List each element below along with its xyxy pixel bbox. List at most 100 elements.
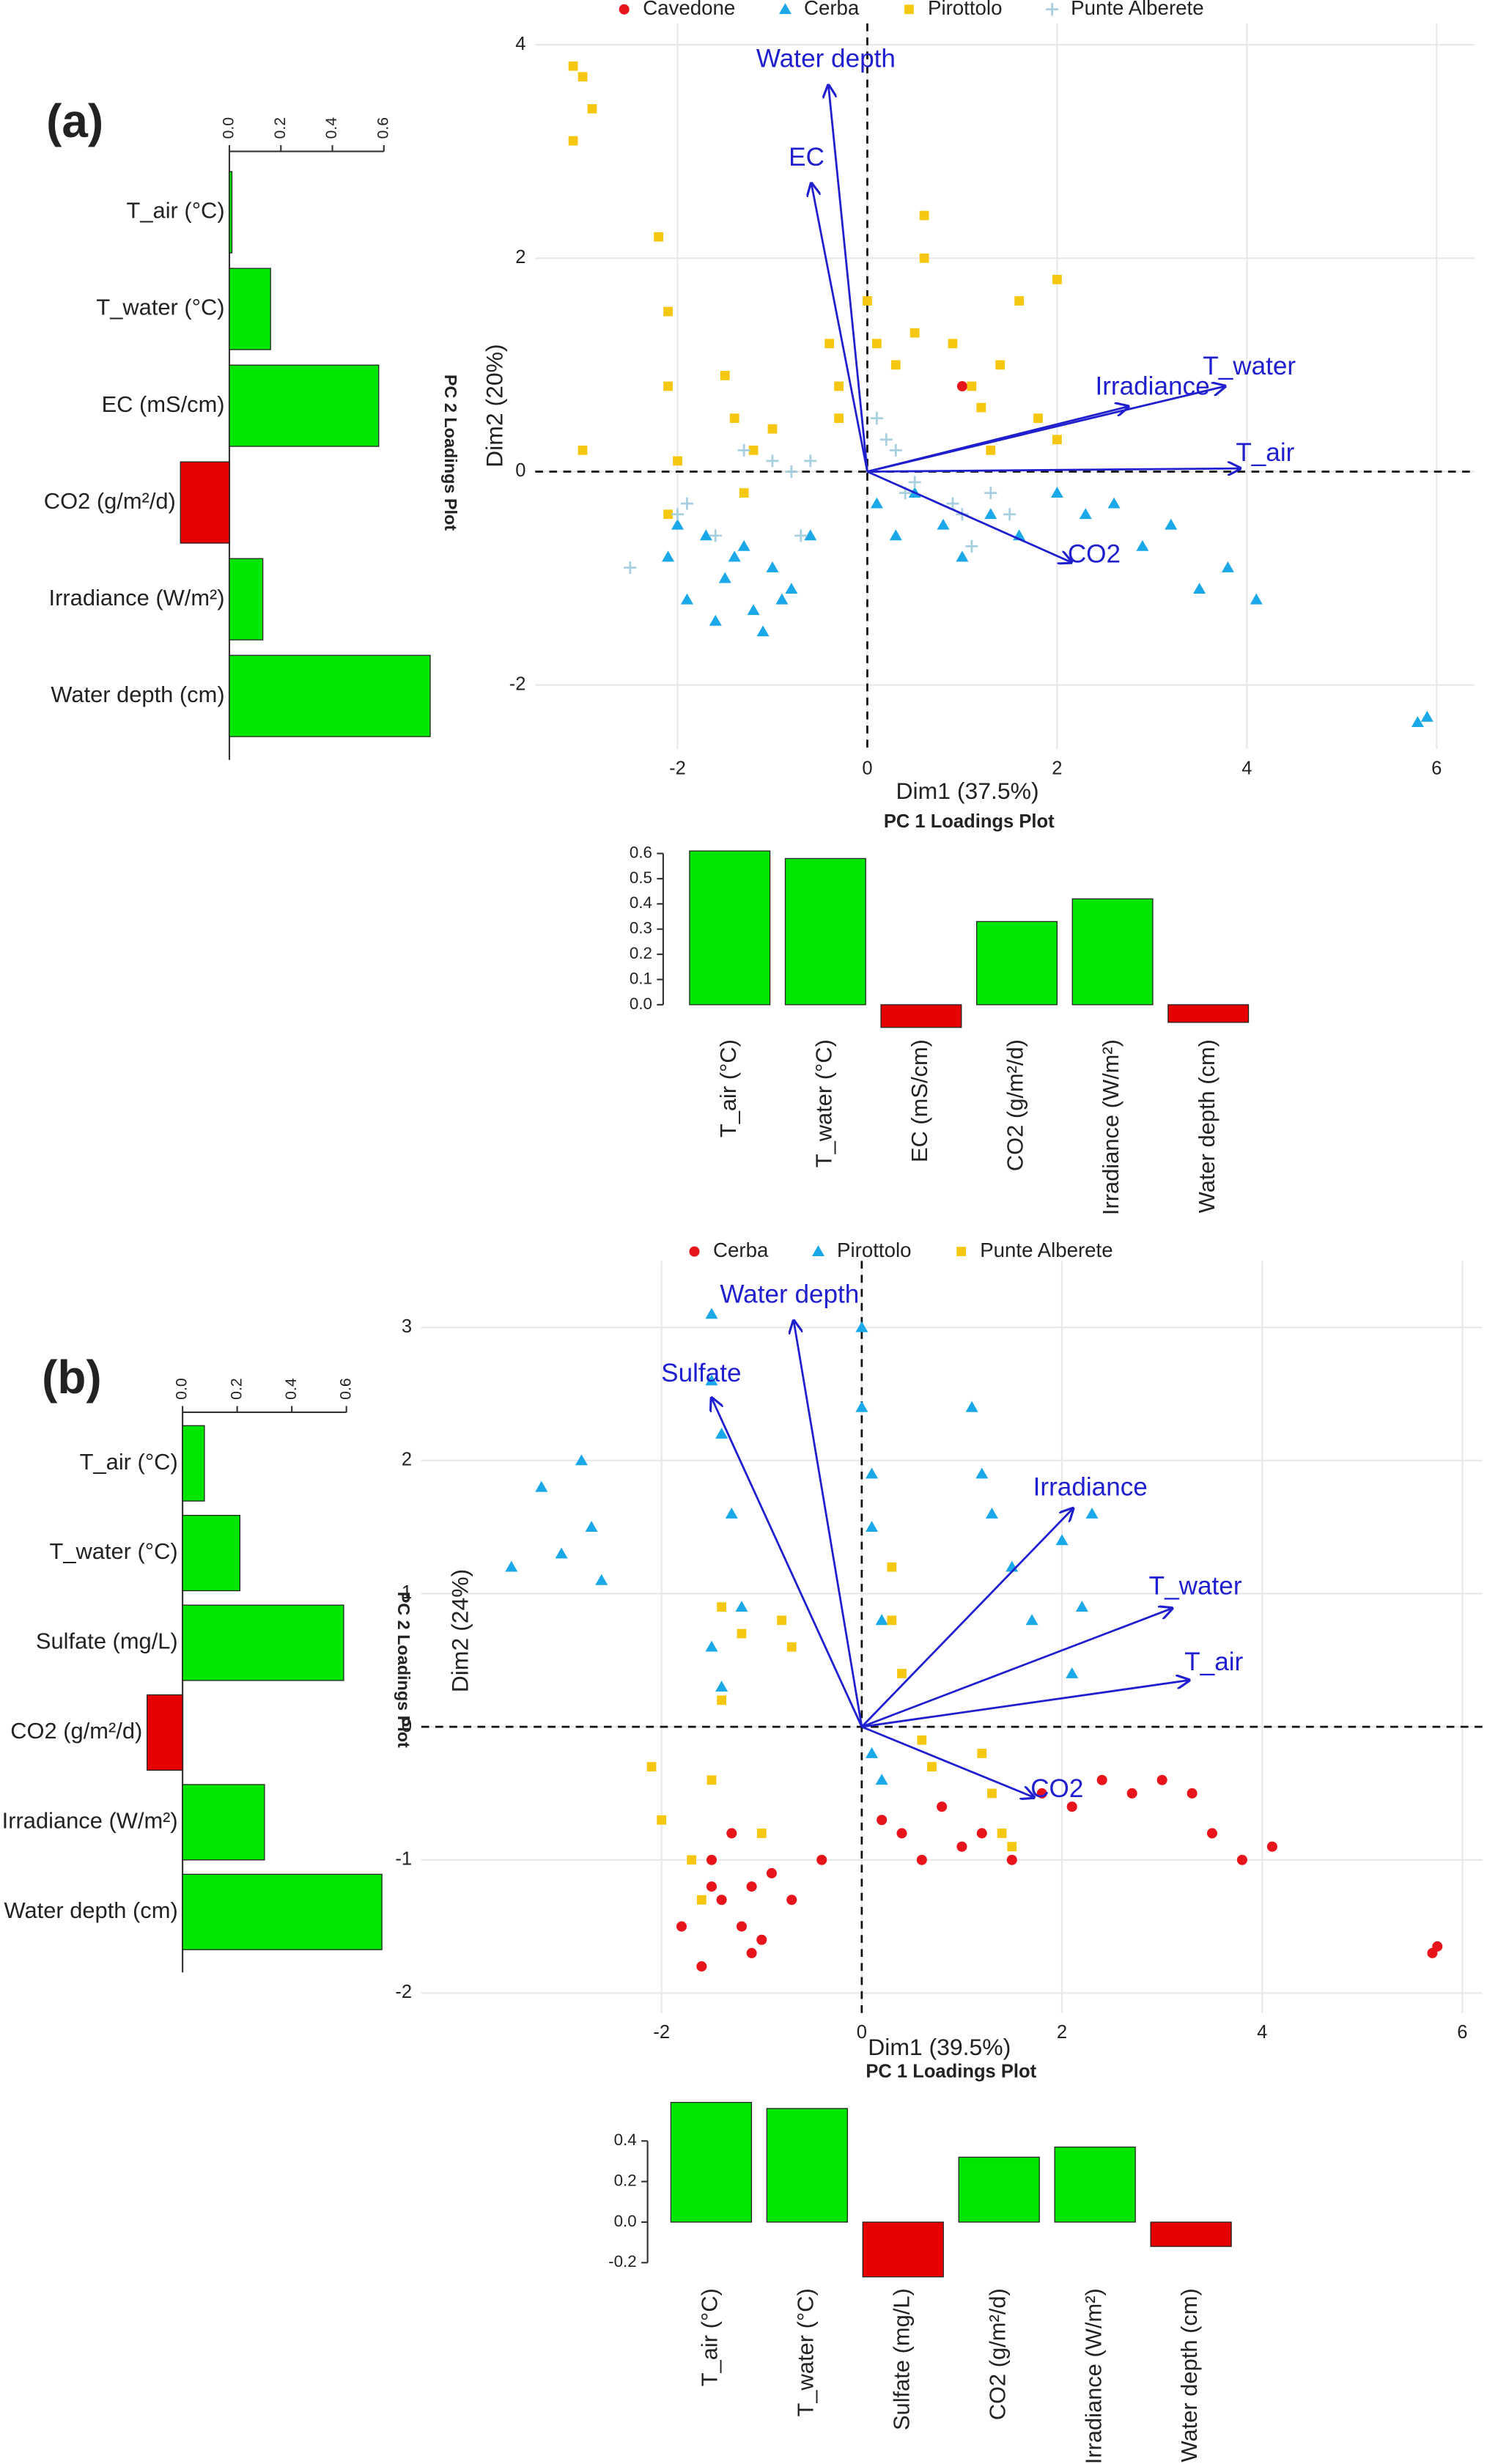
bar <box>1167 1004 1250 1023</box>
legend-label: Pirottolo <box>928 0 1002 19</box>
point <box>595 1574 608 1585</box>
point <box>834 381 844 391</box>
legend-label: Cerba <box>713 1239 769 1261</box>
point <box>786 1895 797 1906</box>
category-label: EC (mS/cm) <box>102 391 225 417</box>
point <box>834 413 844 424</box>
point <box>746 1881 757 1892</box>
point <box>1266 1841 1277 1852</box>
point <box>720 371 730 380</box>
x-tick-label: 6 <box>1431 758 1442 778</box>
point <box>747 604 760 616</box>
legend-symbol <box>811 1245 825 1257</box>
point <box>1066 1667 1079 1678</box>
point <box>1066 1801 1077 1812</box>
point <box>919 210 929 221</box>
point <box>657 1815 667 1825</box>
x-tick-label: 0.2 <box>271 117 289 139</box>
point <box>705 1640 718 1652</box>
point <box>673 456 682 466</box>
y-tick-label: 0.5 <box>630 868 652 887</box>
y-tick-label: 2 <box>515 247 525 268</box>
bar <box>229 558 264 641</box>
point <box>739 488 749 498</box>
category-label: Irradiance (W/m²) <box>49 585 225 611</box>
point <box>748 445 759 455</box>
arrow-label: T_air <box>1184 1648 1243 1676</box>
bar <box>229 654 431 737</box>
point <box>1187 1788 1198 1799</box>
point <box>705 1374 718 1386</box>
point <box>890 360 901 370</box>
point <box>1079 508 1092 520</box>
category-label: Water depth (cm) <box>51 682 224 707</box>
point <box>715 1681 728 1692</box>
bar <box>182 1604 344 1681</box>
point <box>984 487 997 500</box>
point <box>889 443 902 457</box>
point <box>1206 1828 1217 1839</box>
point <box>578 72 588 82</box>
point <box>756 625 770 637</box>
y-tick-label: 0 <box>515 460 525 481</box>
point <box>1126 1788 1137 1799</box>
category-label: Water depth (cm) <box>1176 2288 1202 2462</box>
arrow-label: CO2 <box>1068 540 1121 569</box>
legend-symbol <box>1046 3 1059 16</box>
panel-label: (a) <box>46 95 103 147</box>
y-axis-label: Dim2 (20%) <box>482 344 508 468</box>
point <box>737 443 750 457</box>
legend-symbol <box>689 1246 700 1257</box>
point <box>535 1480 548 1492</box>
point <box>870 412 883 425</box>
point <box>715 1428 728 1439</box>
point <box>965 539 978 553</box>
y-tick-label: -2 <box>395 1982 412 2002</box>
point <box>736 1921 747 1932</box>
arrow-label: Sulfate <box>661 1359 741 1387</box>
point <box>737 539 750 551</box>
arrow-label: T_air <box>1236 438 1294 467</box>
point <box>1036 1788 1047 1799</box>
point <box>709 614 722 626</box>
legend-symbol <box>904 4 914 15</box>
point <box>1050 487 1063 498</box>
point <box>726 1828 737 1839</box>
y-axis-label: Dim2 (24%) <box>447 1569 473 1693</box>
point <box>706 1775 717 1785</box>
point <box>725 1507 738 1519</box>
y-tick-label: 0.3 <box>630 919 652 937</box>
y-tick-label: 0.6 <box>630 843 652 861</box>
point <box>777 1615 786 1626</box>
point <box>877 1815 888 1826</box>
bar <box>766 2108 848 2223</box>
point <box>775 593 789 605</box>
arrow-label: T_water <box>1149 1571 1242 1600</box>
x-tick-label: 4 <box>1257 2022 1267 2043</box>
loadings-title: PC 2 Loadings Plot <box>394 1592 413 1748</box>
y-tick-label: 0.1 <box>630 969 652 987</box>
point <box>1221 561 1234 572</box>
y-tick-label: 0.0 <box>614 2212 637 2230</box>
point <box>927 1762 937 1772</box>
point <box>946 497 959 510</box>
category-label: T_water (°C) <box>811 1039 836 1168</box>
point <box>956 1841 967 1852</box>
point <box>855 1321 868 1332</box>
loading-arrow <box>861 1681 1189 1728</box>
point <box>1193 583 1206 594</box>
category-label: Water depth (cm) <box>4 1897 178 1923</box>
category-label: T_air (°C) <box>80 1449 178 1475</box>
legend-label: Punte Alberete <box>1071 0 1203 19</box>
point <box>696 1895 706 1905</box>
point <box>948 339 958 349</box>
bar <box>1054 2146 1136 2223</box>
point <box>910 328 920 338</box>
category-label: T_water (°C) <box>792 2288 818 2416</box>
bar <box>229 171 233 254</box>
point <box>1156 1774 1167 1785</box>
legend-label: Pirottolo <box>837 1239 911 1261</box>
point <box>1055 1534 1069 1546</box>
point <box>696 1961 707 1972</box>
